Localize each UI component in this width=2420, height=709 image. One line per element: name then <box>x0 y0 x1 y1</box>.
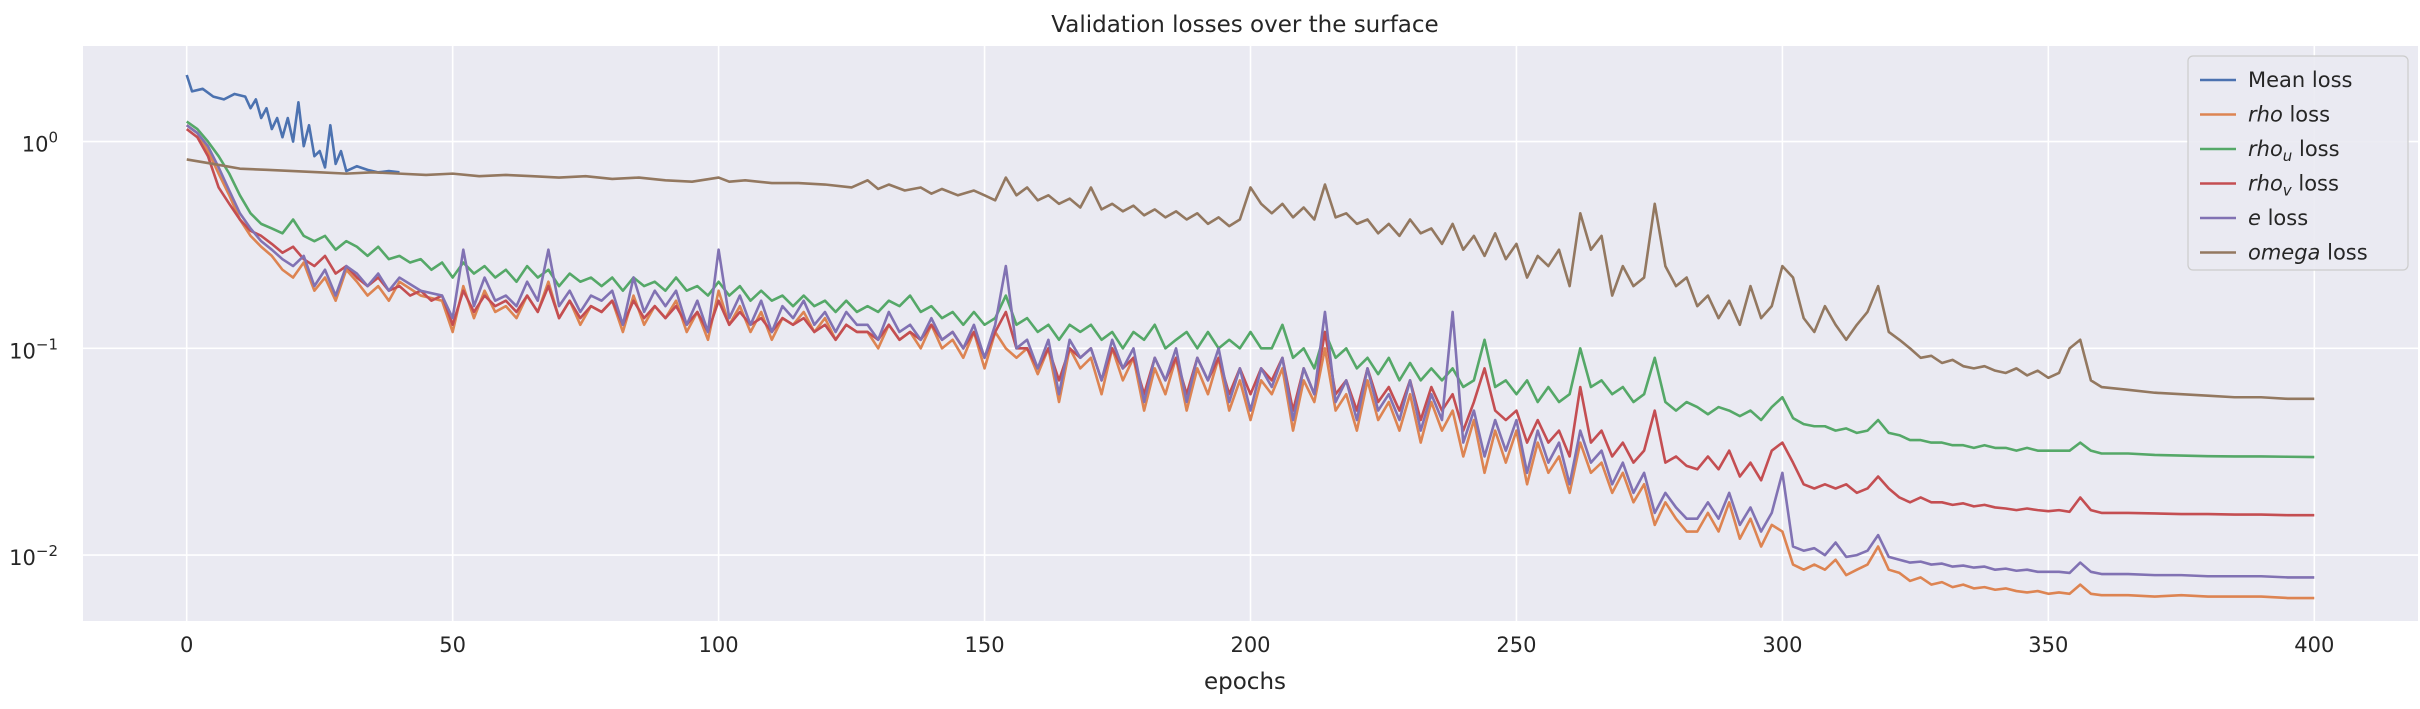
series-line-4 <box>185 124 2315 579</box>
y-tick-label: 10−2 <box>9 542 58 570</box>
series-lines <box>185 74 2315 600</box>
x-tick-label: 50 <box>439 633 466 657</box>
y-tick-label: 10−1 <box>9 335 58 363</box>
legend-box <box>2187 55 2409 271</box>
legend: Mean loss rho loss rhou loss rhov loss e los… <box>2187 55 2409 271</box>
x-tick-label: 150 <box>965 633 1005 657</box>
x-tick-label: 250 <box>1496 633 1536 657</box>
x-tick-label: 200 <box>1230 633 1270 657</box>
x-tick-label: 100 <box>699 633 739 657</box>
series-line-2 <box>185 120 2315 459</box>
x-tick-label: 0 <box>180 633 193 657</box>
series-line-3 <box>185 128 2315 517</box>
series-line-0 <box>185 74 400 174</box>
x-axis-label: epochs <box>1204 669 1286 695</box>
legend-label: rhou loss <box>2248 137 2340 165</box>
chart-title: Validation losses over the surface <box>1051 12 1438 38</box>
legend-label: Mean loss <box>2248 68 2352 92</box>
y-tick-label: 100 <box>22 129 58 157</box>
legend-label: rhov loss <box>2248 172 2339 200</box>
x-tick-label: 300 <box>1762 633 1802 657</box>
legend-label: omega loss <box>2248 241 2368 265</box>
y-axis-ticks: 10−2 10−1 100 <box>9 129 58 570</box>
x-tick-label: 350 <box>2028 633 2068 657</box>
x-tick-label: 400 <box>2294 633 2334 657</box>
series-line-5 <box>186 158 2315 401</box>
legend-label: rho loss <box>2248 103 2330 127</box>
x-axis-ticks: 0 50 100 150 200 250 300 350 400 <box>180 633 2334 657</box>
legend-label: e loss <box>2248 206 2308 230</box>
